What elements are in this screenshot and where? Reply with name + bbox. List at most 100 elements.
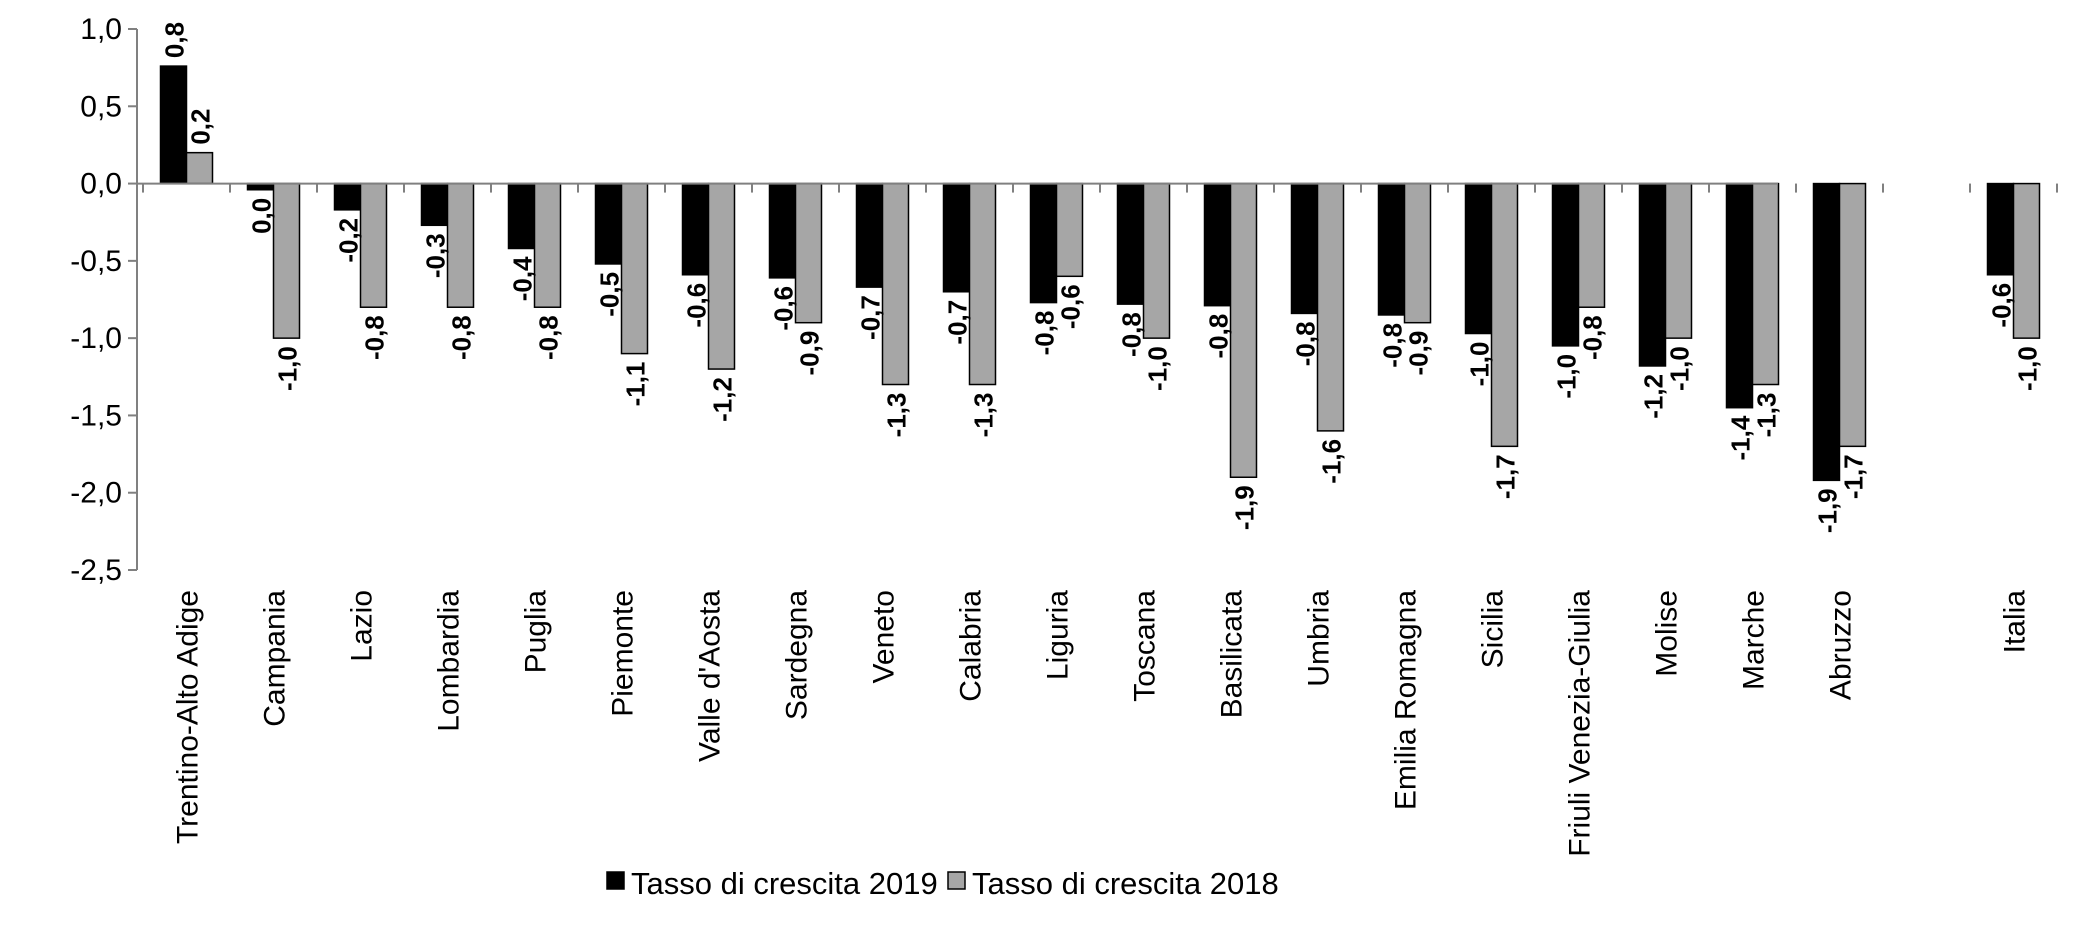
data-label-2019: -1,0: [1552, 354, 1582, 399]
data-label-2018: -1,3: [969, 393, 999, 438]
bar-2018: [1751, 182, 1780, 386]
legend-label: Tasso di crescita 2018: [972, 866, 1279, 901]
data-label-2018: -1,9: [1230, 485, 1260, 530]
legend-swatch: [606, 871, 625, 890]
bar-2019: [159, 65, 188, 185]
bar-2018: [1490, 182, 1519, 448]
data-label-2019: -0,7: [856, 295, 886, 340]
y-tick-label: -2,0: [70, 477, 122, 510]
data-label-2019: -0,4: [508, 256, 538, 301]
data-label-2019: 0,8: [160, 22, 190, 58]
data-label-2018: -1,0: [2013, 346, 2043, 391]
bar-2018: [185, 151, 214, 185]
category-label: Sardegna: [781, 590, 814, 720]
category-label: Sicilia: [1477, 590, 1510, 669]
data-label-2018: -1,2: [708, 377, 738, 422]
bar-2018: [1316, 182, 1345, 432]
data-label-2018: -0,9: [1404, 331, 1434, 376]
y-tick-label: 0,0: [80, 168, 122, 201]
bar-2018: [968, 182, 997, 386]
bar-2018: [2012, 182, 2041, 339]
bar-2019: [681, 182, 710, 276]
category-label: Valle d'Aosta: [694, 590, 727, 762]
category-label: Piemonte: [607, 590, 640, 717]
category-label: Marche: [1738, 590, 1771, 690]
data-label-2019: -0,2: [334, 218, 364, 263]
category-label: Calabria: [955, 590, 988, 702]
bar-2019: [333, 182, 362, 211]
bar-2018: [881, 182, 910, 386]
data-label-2018: -0,8: [1578, 315, 1608, 360]
y-axis: 1,0 0,5 0,0 -0,5 -1,0 -1,5 -2,0 -2,5: [70, 13, 138, 587]
bar-2018: [1403, 182, 1432, 324]
data-label-2019: -0,8: [1117, 312, 1147, 357]
bar-2018: [359, 182, 388, 308]
y-tick-label: -1,5: [70, 399, 122, 432]
data-label-2018: -1,3: [1752, 393, 1782, 438]
data-label-2018: -1,0: [1143, 346, 1173, 391]
bar-2018: [446, 182, 475, 308]
bar-2019: [1029, 182, 1058, 304]
category-label: Friuli Venezia-Giulia: [1564, 590, 1597, 857]
bar-2019: [420, 182, 449, 227]
category-label: Molise: [1651, 590, 1684, 677]
bar-2018: [794, 182, 823, 324]
data-label-2019: -0,8: [1378, 323, 1408, 368]
category-label: Abruzzo: [1825, 590, 1858, 700]
category-label: Italia: [1999, 590, 2032, 654]
bar-2019: [1116, 182, 1145, 305]
data-label-2018: -0,9: [795, 331, 825, 376]
bar-2019: [942, 182, 971, 293]
bar-2019: [1986, 182, 2015, 276]
legend: Tasso di crescita 2019 Tasso di crescita …: [606, 866, 1279, 901]
bar-2019: [855, 182, 884, 288]
y-tick-label: 0,5: [80, 90, 122, 123]
data-label-2019: -0,6: [1987, 283, 2017, 328]
category-label: Veneto: [868, 590, 901, 683]
data-label-2019: -0,7: [943, 300, 973, 345]
data-labels: 0,80,20,0-1,0-0,2-0,8-0,3-0,8-0,4-0,8-0,…: [160, 22, 2043, 533]
bar-2018: [1055, 182, 1084, 278]
data-label-2019: -0,3: [421, 233, 451, 278]
bar-2019: [1725, 182, 1754, 409]
bar-2018: [1664, 182, 1693, 339]
category-label: Liguria: [1042, 590, 1075, 680]
bar-2019: [507, 182, 536, 250]
bar-2018: [533, 182, 562, 308]
data-label-2018: -1,0: [273, 346, 303, 391]
data-label-2019: -1,9: [1813, 488, 1843, 533]
category-label: Puglia: [520, 590, 553, 674]
bar-2019: [1638, 182, 1667, 367]
data-label-2019: -0,8: [1291, 321, 1321, 366]
y-tick-label: -2,5: [70, 554, 122, 587]
data-label-2018: -1,6: [1317, 439, 1347, 484]
bar-2018: [707, 182, 736, 370]
data-label-2019: -1,2: [1639, 374, 1669, 419]
category-label: Toscana: [1129, 590, 1162, 702]
category-label: Umbria: [1303, 590, 1336, 687]
bar-2019: [594, 182, 623, 265]
category-label: Campania: [259, 590, 292, 727]
category-label: Lombardia: [433, 590, 466, 732]
y-tick-label: -1,0: [70, 322, 122, 355]
bar-2019: [1203, 182, 1232, 307]
category-label: Basilicata: [1216, 590, 1249, 719]
data-label-2019: -0,8: [1030, 311, 1060, 356]
data-label-2019: 0,0: [247, 198, 277, 234]
category-label: Emilia Romagna: [1390, 590, 1423, 810]
data-label-2018: -1,0: [1665, 346, 1695, 391]
bar-2019: [1551, 182, 1580, 347]
data-label-2019: -0,5: [595, 272, 625, 317]
data-label-2018: -0,8: [534, 315, 564, 360]
legend-label: Tasso di crescita 2019: [631, 866, 938, 901]
bar-2018: [272, 182, 301, 339]
data-label-2018: -0,8: [360, 315, 390, 360]
data-label-2018: -1,3: [882, 393, 912, 438]
bar-2018: [1577, 182, 1606, 308]
bar-2019: [768, 182, 797, 279]
bar-2018: [1142, 182, 1171, 339]
data-label-2018: -1,1: [621, 362, 651, 407]
data-label-2018: -1,7: [1839, 454, 1869, 499]
bar-2018: [1838, 182, 1867, 448]
